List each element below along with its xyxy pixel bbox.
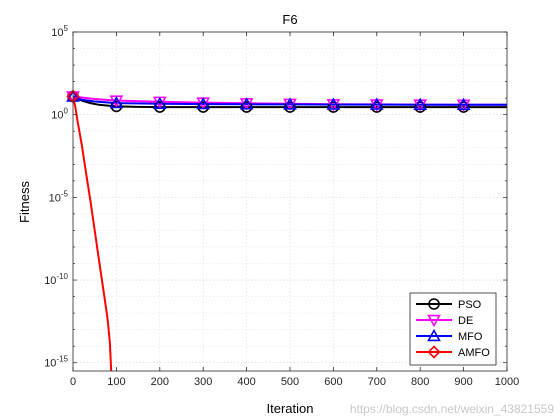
x-tick-label: 900 [454, 376, 472, 388]
series-marker-mfo [326, 97, 341, 110]
legend-marker-de [427, 314, 441, 328]
y-axis-ticks: 105 100 10-5 10-10 10-15 [44, 24, 507, 370]
y-tick-label: 10-5 [49, 189, 69, 204]
x-tick-label: 700 [368, 376, 386, 388]
legend-marker-mfo [427, 328, 441, 342]
series-marker-mfo [369, 97, 384, 110]
x-tick-label: 100 [107, 376, 125, 388]
legend-label-pso: PSO [458, 299, 482, 311]
series-marker-mfo [152, 96, 167, 109]
series-line-mfo [73, 95, 507, 106]
x-tick-label: 800 [411, 376, 429, 388]
series-marker-mfo [239, 97, 254, 110]
chart-title: F6 [282, 12, 297, 27]
x-axis-ticks: 0 100 200 300 400 500 600 700 800 900 1000 [70, 32, 519, 388]
y-tick-label: 10-15 [44, 355, 68, 370]
y-tick-label: 10-10 [44, 272, 68, 287]
legend-marker-amfo [427, 345, 441, 359]
x-tick-label: 400 [237, 376, 255, 388]
x-tick-label: 300 [194, 376, 212, 388]
series-marker-mfo [456, 97, 471, 110]
watermark: https://blog.csdn.net/weixin_43821559 [350, 402, 554, 416]
y-axis-label: Fitness [17, 181, 32, 223]
x-tick-label: 200 [151, 376, 169, 388]
legend-label-amfo: AMFO [458, 347, 490, 359]
x-tick-label: 1000 [495, 376, 519, 388]
x-axis-label: Iteration [267, 401, 314, 416]
legend: PSO DE MFO AMFO [409, 292, 497, 366]
x-tick-label: 0 [70, 376, 76, 388]
series-line-pso [73, 95, 507, 109]
y-tick-label: 100 [51, 107, 68, 122]
series-marker-mfo [109, 95, 124, 109]
legend-label-de: DE [458, 315, 473, 327]
y-tick-label: 105 [51, 24, 68, 39]
series-marker-mfo [413, 97, 428, 110]
series-marker-mfo [196, 96, 211, 110]
legend-label-mfo: MFO [458, 331, 483, 343]
x-tick-label: 600 [324, 376, 342, 388]
x-tick-label: 500 [281, 376, 299, 388]
series-marker-mfo [283, 97, 297, 110]
series-line-amfo [73, 96, 113, 371]
legend-marker-pso [428, 298, 440, 310]
